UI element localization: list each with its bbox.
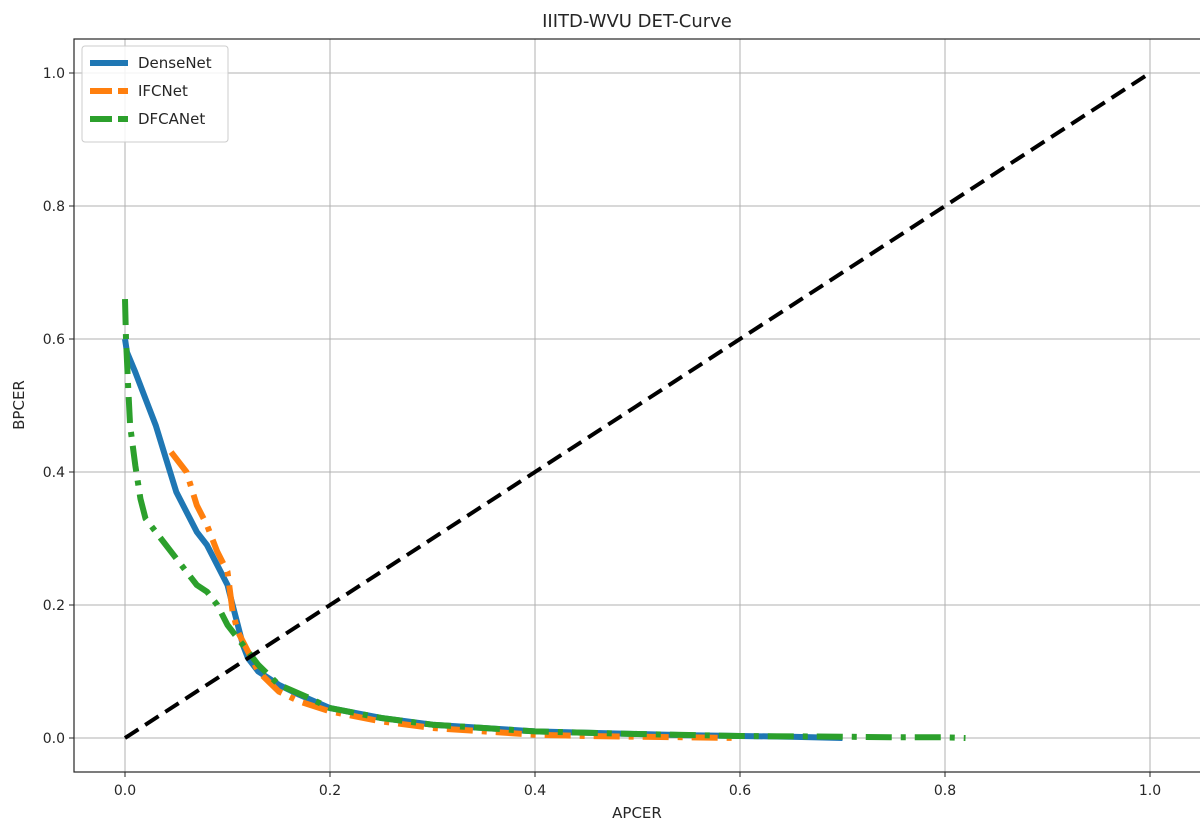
chart-title: IIITD-WVU DET-Curve	[542, 11, 732, 32]
legend-label: IFCNet	[138, 82, 188, 100]
grid-lines	[74, 39, 1200, 772]
axis-ticks: 0.0 0.2 0.4 0.6 0.8 1.0 0.0 0.2 0.4 0.6 0.8 1.0	[43, 66, 1161, 799]
x-tick-label: 0.8	[934, 783, 956, 799]
x-tick-label: 0.0	[114, 783, 136, 799]
x-tick-label: 0.2	[319, 783, 341, 799]
x-tick-label: 1.0	[1139, 783, 1161, 799]
dfcanet-series-line	[122, 299, 966, 741]
x-tick-label: 0.6	[729, 783, 751, 799]
densenet-series-line	[122, 338, 843, 741]
y-tick-label: 0.8	[43, 199, 65, 215]
series-layer	[122, 71, 1152, 741]
y-tick-label: 0.2	[43, 598, 65, 614]
plot-frame	[73, 38, 1200, 773]
x-axis-label: APCER	[612, 804, 662, 822]
y-axis-label: BPCER	[10, 380, 28, 430]
legend-label: DFCANet	[138, 110, 205, 128]
y-tick-label: 0.6	[43, 332, 65, 348]
y-tick-label: 1.0	[43, 66, 65, 82]
x-tick-label: 0.4	[524, 783, 546, 799]
y-tick-label: 0.0	[43, 731, 65, 747]
legend: DenseNet IFCNet DFCANet	[81, 45, 229, 143]
legend-label: DenseNet	[138, 54, 212, 72]
reference-diagonal-line	[123, 71, 1152, 740]
ifcnet-series-line	[168, 450, 741, 741]
y-tick-label: 0.4	[43, 465, 65, 481]
